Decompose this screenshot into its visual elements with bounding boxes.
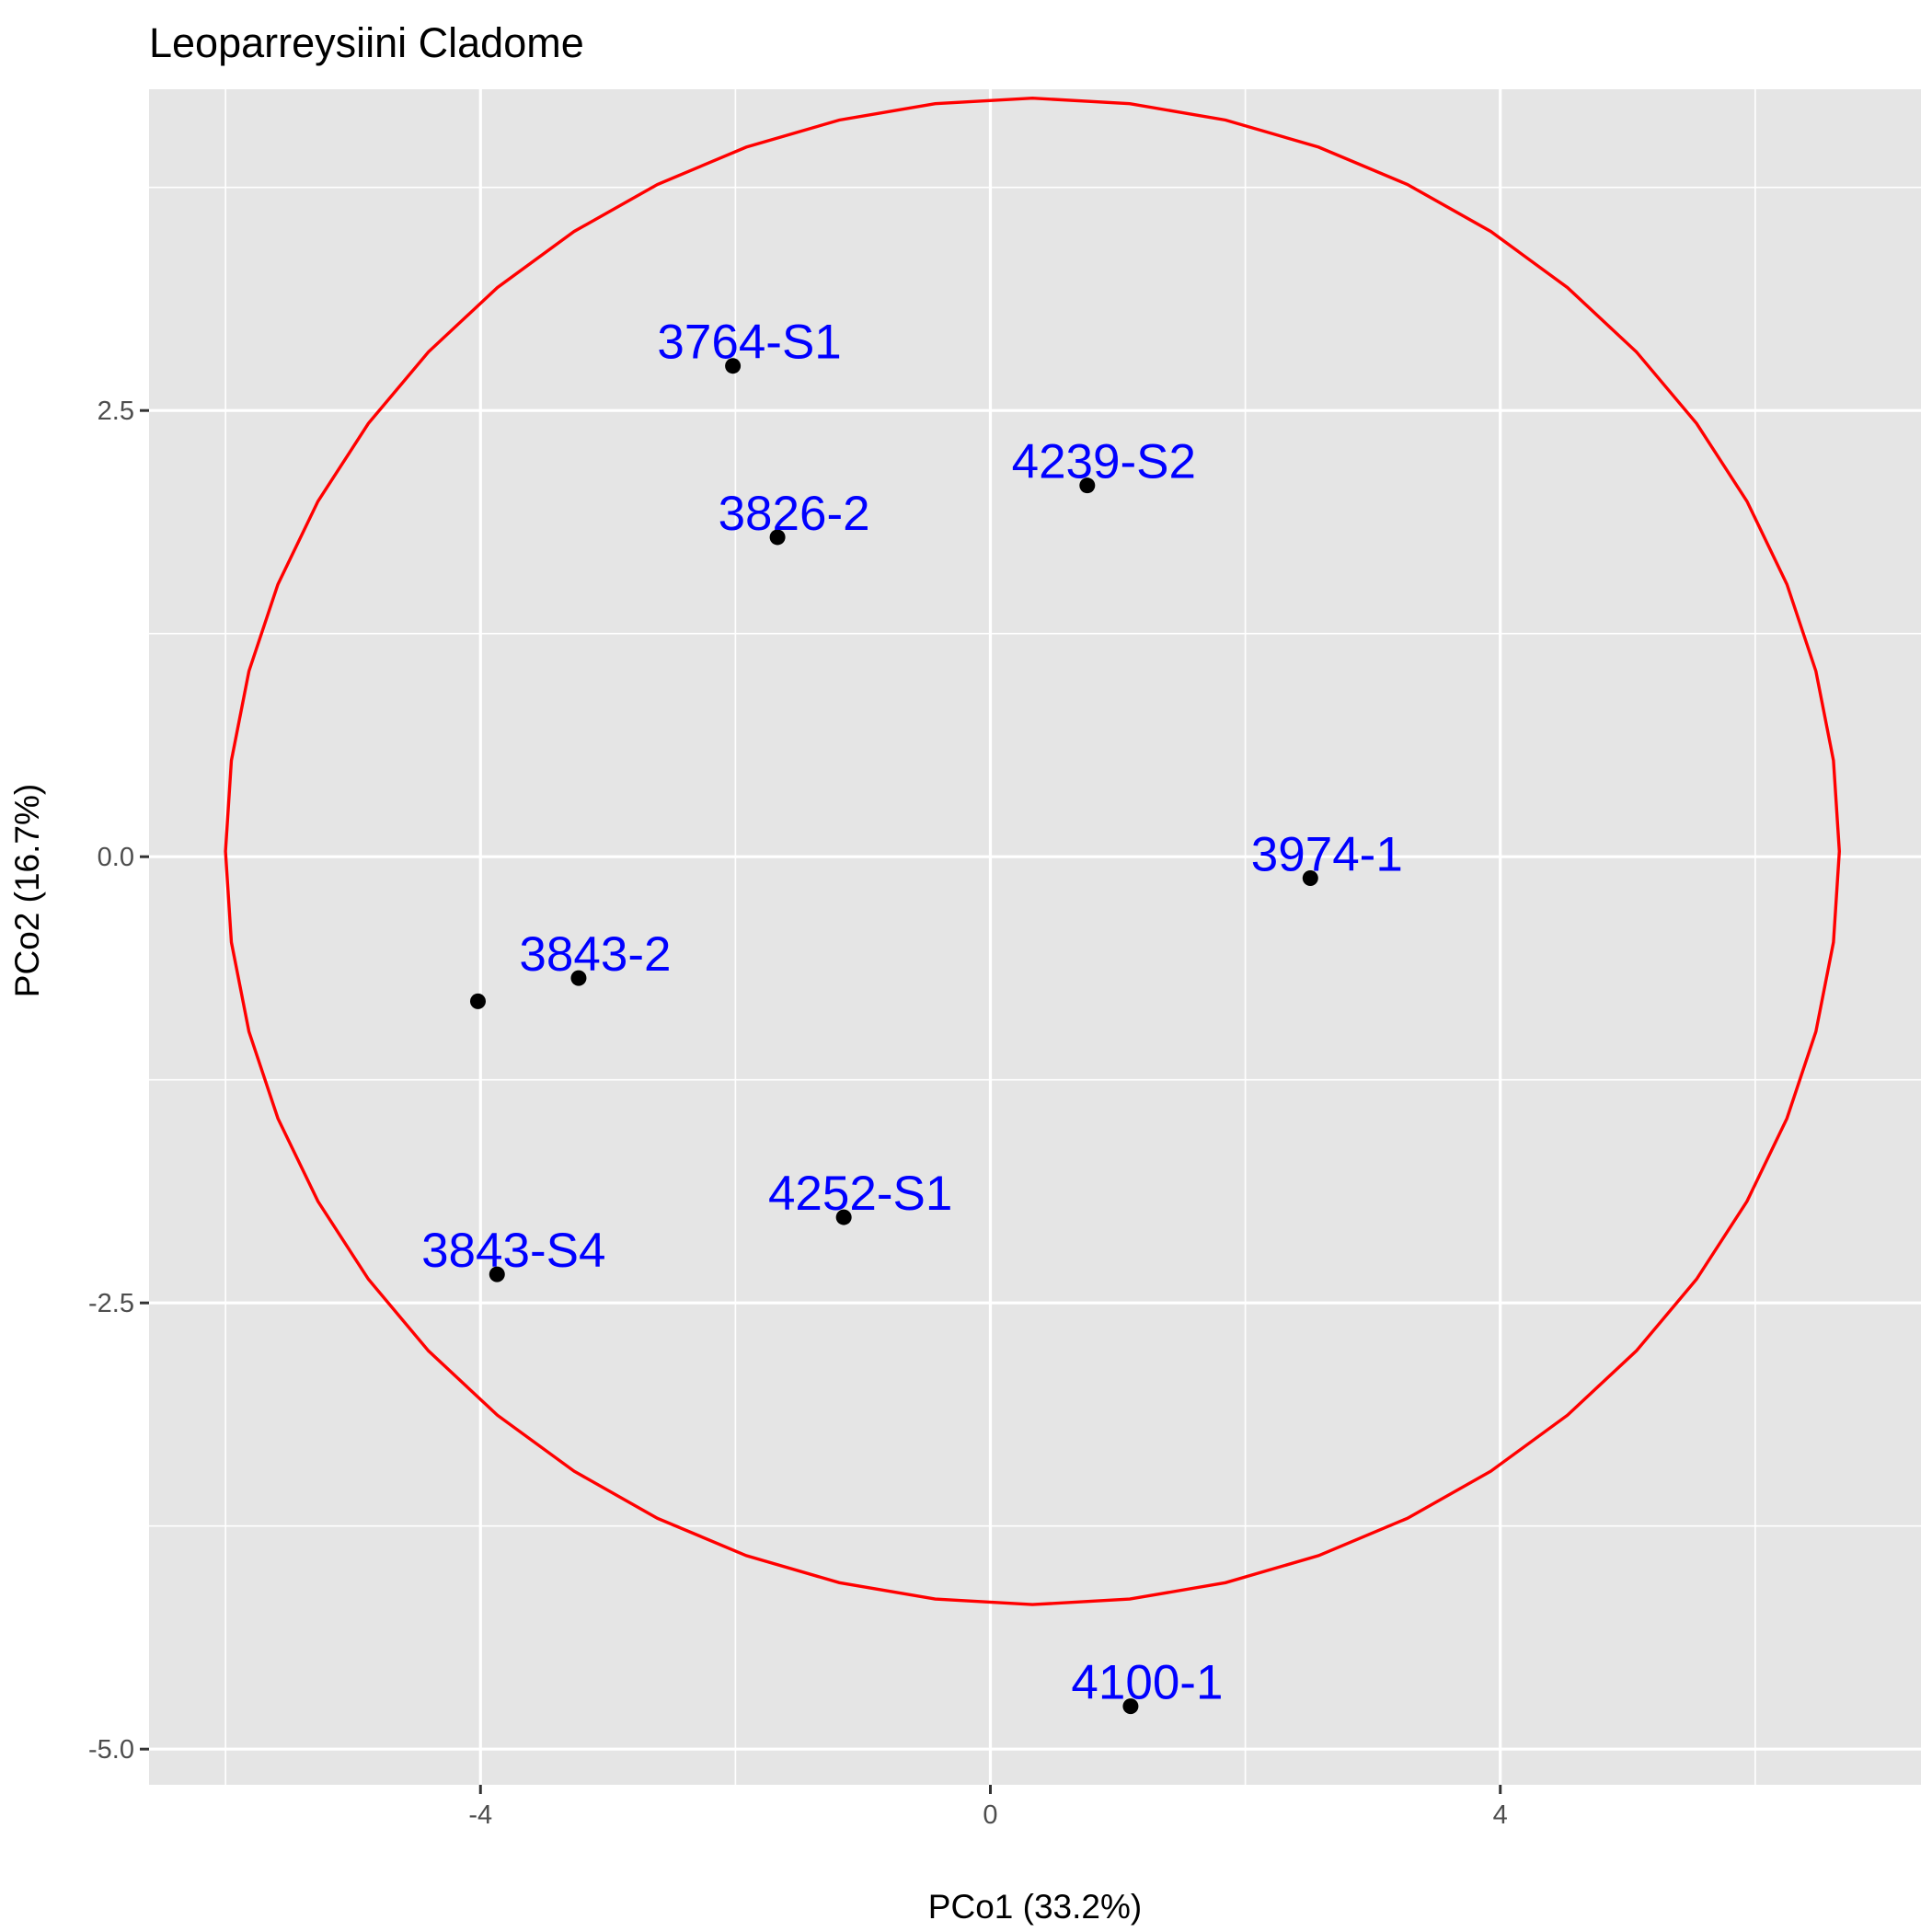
point-labels: 3764-S1 4239-S2 3826-2 3974-1 3843-2 4252-S1 3… — [421, 316, 1403, 1710]
point-label: 4252-S1 — [768, 1167, 952, 1221]
data-point — [489, 1266, 505, 1282]
point-label: 3974-1 — [1251, 827, 1403, 881]
data-point — [769, 529, 786, 546]
data-point — [835, 1209, 852, 1225]
data-point — [725, 358, 742, 374]
major-gridlines — [149, 89, 1921, 1785]
y-axis-ticks: -5.0 -2.5 0.0 2.5 — [88, 397, 149, 1765]
x-tick-label: -4 — [468, 1800, 492, 1830]
y-tick-label: 0.0 — [98, 843, 134, 872]
chart-title: Leoparreysiini Cladome — [149, 19, 584, 66]
y-tick-label: 2.5 — [98, 397, 134, 426]
point-label: 4239-S2 — [1012, 435, 1196, 489]
data-point — [469, 993, 486, 1009]
x-tick-label: 0 — [983, 1800, 997, 1830]
point-label: 3843-S4 — [421, 1224, 605, 1278]
data-point — [570, 970, 587, 986]
x-tick-label: 4 — [1493, 1800, 1508, 1830]
y-tick-label: -5.0 — [88, 1735, 134, 1765]
data-point — [1122, 1698, 1139, 1715]
x-axis-title: PCo1 (33.2%) — [928, 1888, 1142, 1926]
point-label: 3764-S1 — [657, 316, 841, 370]
point-label: 3826-2 — [719, 487, 870, 541]
data-point — [1079, 477, 1096, 494]
point-label: 3843-2 — [519, 927, 671, 982]
y-tick-label: -2.5 — [88, 1289, 134, 1318]
data-point — [1302, 869, 1318, 886]
plot-panel — [149, 89, 1921, 1785]
y-axis-title: PCo2 (16.7%) — [8, 784, 46, 997]
point-label: 4100-1 — [1071, 1656, 1223, 1710]
x-axis-ticks: -4 0 4 — [468, 1785, 1508, 1830]
confidence-ellipse — [224, 96, 1842, 1606]
data-points — [469, 358, 1318, 1715]
